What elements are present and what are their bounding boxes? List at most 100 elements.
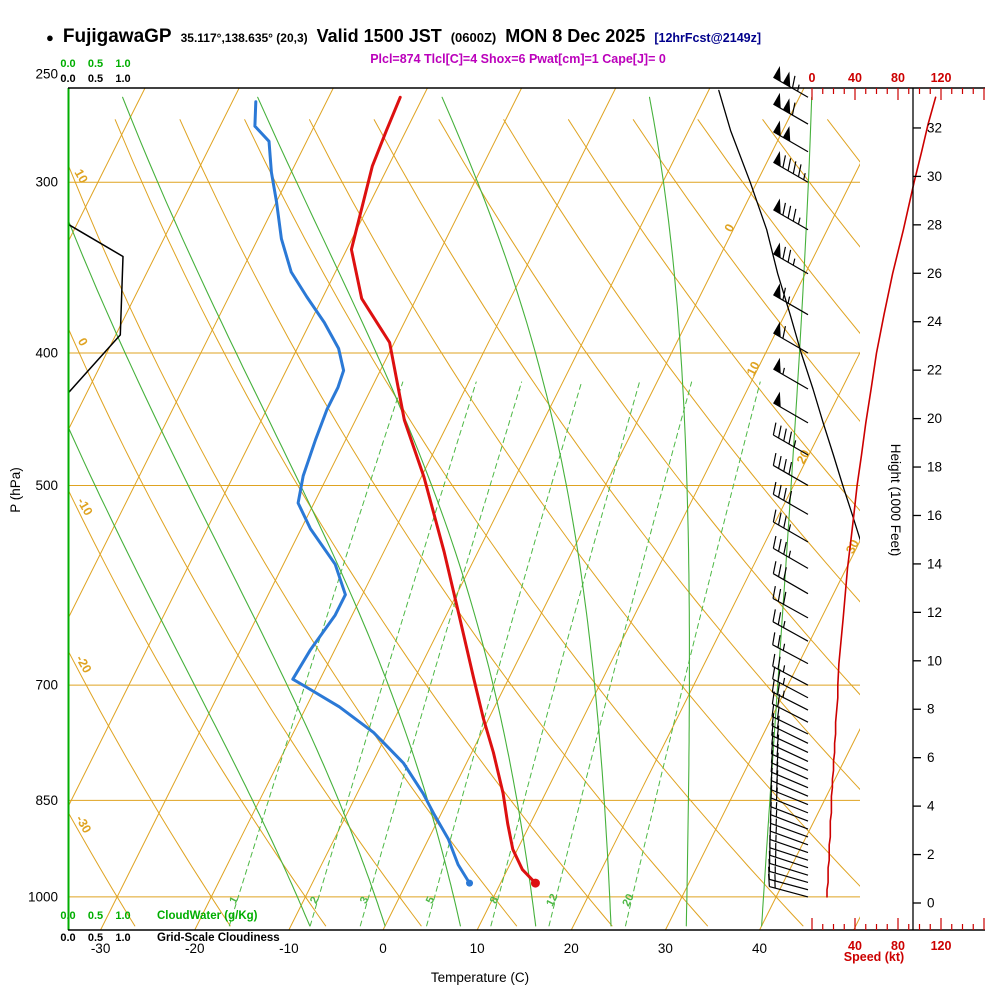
speed-tick-label-top: 40 [848, 71, 862, 85]
height-tick-label: 32 [927, 120, 942, 135]
pressure-tick-label: 850 [35, 793, 58, 808]
height-tick-label: 0 [927, 896, 935, 911]
wind-barb [773, 357, 809, 390]
wind-barb [773, 92, 809, 125]
cloudwater-scale-top: 1.0 [115, 58, 130, 70]
temperature-curve [349, 95, 540, 888]
cloudwater-label: CloudWater (g/Kg) [157, 910, 258, 922]
forecast-tag: [12hrFcst@2149z] [654, 31, 762, 45]
wind-barb [771, 703, 809, 735]
dewpoint-path [253, 100, 471, 885]
pressure-tick-label: 500 [35, 478, 58, 493]
height-tick-label: 24 [927, 314, 943, 329]
wind-barb [773, 242, 809, 275]
wind-barb [772, 585, 809, 619]
temp-tick-label: 30 [658, 941, 673, 956]
isotherm-label: 10 [744, 359, 763, 378]
cloudwater-scale-top: 0.0 [60, 58, 75, 70]
mixing-ratio-label: 20 [620, 892, 636, 908]
speed-tick-label-bottom: 40 [848, 939, 862, 953]
sounding-parameters: Plcl=874 Tlcl[C]=4 Shox=6 Pwat[cm]=1 Cap… [370, 52, 666, 66]
speed-tick-label-bottom: 120 [931, 939, 952, 953]
dry-adiabat-label: -10 [74, 495, 95, 518]
height-tick-label: 30 [927, 169, 942, 184]
cloudiness-scale-top: 1.0 [115, 73, 130, 85]
wind-barb [772, 632, 809, 665]
height-curve [718, 89, 860, 542]
wind-barb [771, 679, 809, 711]
height-tick-label: 28 [927, 217, 942, 232]
wind-barb [773, 66, 809, 98]
pressure-tick-label: 1000 [28, 889, 58, 904]
dry-adiabat-label: 0 [75, 336, 91, 349]
valid-date: MON 8 Dec 2025 [505, 26, 646, 46]
station-name: FujigawaGP [62, 26, 172, 47]
wind-barb [773, 198, 809, 231]
temperature-path [349, 95, 537, 885]
pressure-tick-label: 250 [35, 67, 58, 82]
isotherm-label: 20 [794, 448, 813, 467]
cloudwater-scale-top: 0.5 [88, 58, 103, 70]
cloud-scales: 0.0 0.0 0.0 0.0 0.5 0.5 0.5 0.5 1.0 1.0 1.0 1.0 Clou… [60, 58, 279, 944]
cloudiness-path [68, 223, 124, 394]
cloudiness-scale-bottom: 1.0 [115, 932, 130, 944]
title-row: ● FujigawaGP 35.117°,138.635° (20,3) Val… [46, 26, 761, 48]
mixing-ratio-label: 12 [544, 892, 560, 908]
pressure-axis-title: P (hPa) [8, 467, 23, 513]
temp-tick-label: 20 [564, 941, 579, 956]
surface-temp-dot [530, 878, 540, 888]
dewpoint-curve [253, 100, 474, 887]
station-coords: 35.117°,138.635° (20,3) [180, 31, 308, 45]
station-marker: ● [46, 30, 54, 45]
wind-barb [770, 741, 809, 771]
height-tick-label: 20 [927, 411, 942, 426]
wind-barb [771, 691, 809, 723]
mixing-ratio-label: 5 [424, 895, 437, 906]
wind-barb [772, 561, 809, 595]
height-tick-label: 22 [927, 363, 942, 378]
wind-barbs [768, 66, 809, 898]
cloudwater-scale-bottom: 1.0 [115, 910, 130, 922]
temp-tick-label: 10 [470, 941, 485, 956]
height-tick-label: 26 [927, 266, 942, 281]
height-tick-label: 10 [927, 653, 942, 668]
dry-adiabat-label: -20 [73, 653, 94, 676]
skewt-gridlines [68, 88, 860, 930]
pressure-tick-label: 700 [35, 678, 58, 693]
wind-barb [772, 481, 809, 515]
temp-tick-label: -30 [91, 941, 111, 956]
mixing-ratio-label: 1 [227, 895, 240, 906]
height-line-path [718, 89, 860, 542]
valid-time: Valid 1500 JST [316, 26, 442, 46]
isotherm-label: 0 [722, 222, 738, 235]
wind-barb [772, 535, 809, 569]
surface-dewpoint-dot [466, 879, 474, 887]
wind-barb [770, 767, 809, 797]
height-tick-label: 14 [927, 556, 943, 571]
wind-barb [772, 609, 809, 642]
speed-tick-label-top: 0 [809, 71, 816, 85]
speed-tick-label-top: 80 [891, 71, 905, 85]
valid-zulu: (0600Z) [450, 30, 497, 45]
dry-adiabat-label: -30 [73, 813, 94, 836]
wind-barb [772, 452, 809, 486]
height-tick-label: 8 [927, 702, 935, 717]
height-tick-label: 4 [927, 799, 935, 814]
temp-tick-label: -20 [185, 941, 205, 956]
cloudiness-scale-top: 0.5 [88, 73, 103, 85]
mixing-ratio-label: 8 [488, 895, 501, 906]
mixing-ratio-label: 3 [358, 895, 371, 906]
isotherm-label: 30 [843, 537, 862, 556]
speed-curve-path [826, 96, 937, 898]
mixing-ratio-label: 2 [308, 895, 321, 906]
cloudiness-scale-bottom: 0.0 [60, 932, 75, 944]
speed-axis-title: Speed (kt) [844, 950, 904, 964]
height-axis-title: Height (1000 Feet) [888, 444, 903, 557]
wind-barb [772, 653, 809, 686]
wind-barb [771, 722, 809, 753]
cloudwater-scale-bottom: 0.5 [88, 910, 103, 922]
